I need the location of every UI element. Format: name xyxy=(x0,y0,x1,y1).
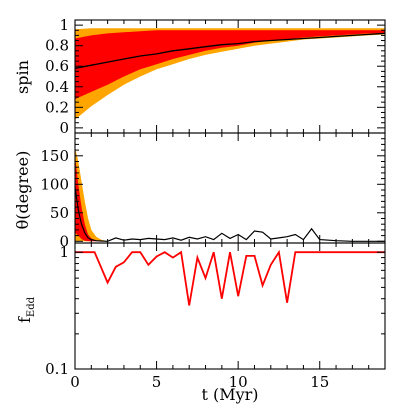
time-xtick-label: 10 xyxy=(229,373,248,391)
spin-panel: 0 0.2 0.4 0.6 0.8 1 spin xyxy=(13,16,386,137)
spin-ytick-label: 0.6 xyxy=(45,57,69,75)
spin-median-line xyxy=(74,32,386,69)
theta-ytick-label: 100 xyxy=(40,175,69,193)
time-xtick-label: 0 xyxy=(70,373,80,391)
fedd-y-axis-label-main: f xyxy=(15,316,34,323)
fedd-ticks: 0.110 5 10 15 xyxy=(45,243,386,391)
theta-ticks: 0 50 100 150 xyxy=(40,132,386,250)
theta-inner-band xyxy=(75,155,102,242)
spin-ytick-label: 0.4 xyxy=(45,78,69,96)
theta-median-lines xyxy=(74,187,385,242)
time-xtick-label: 5 xyxy=(152,373,162,391)
fedd-ytick-label: 1 xyxy=(59,243,69,261)
fedd-line xyxy=(75,249,385,306)
spin-ytick-label: 0 xyxy=(59,119,69,137)
fedd-panel: 0.110 5 10 15 fEdd t (Myr) xyxy=(15,242,386,404)
spin-ytick-label: 0.2 xyxy=(45,98,69,116)
theta-ytick-label: 150 xyxy=(40,147,69,165)
theta-axes-frame xyxy=(74,132,386,244)
theta-y-axis-label: θ(degree) xyxy=(13,151,32,230)
spin-ytick-label: 0.8 xyxy=(45,37,69,55)
time-x-axis-label: t (Myr) xyxy=(201,385,258,404)
theta-panel: 0 50 100 150 θ(degree) xyxy=(13,132,386,250)
spin-ticks: 0 0.2 0.4 0.6 0.8 1 xyxy=(45,16,386,137)
theta-ytick-label: 50 xyxy=(50,204,69,222)
theta-ytick-label: 0 xyxy=(59,232,69,250)
fedd-y-axis-label-subscript: Edd xyxy=(26,296,37,317)
fedd-y-axis-label: fEdd xyxy=(15,296,37,323)
theta-uncertainty-bands xyxy=(75,147,108,242)
spin-median-lines xyxy=(74,32,386,69)
fedd-ytick-label: 0.1 xyxy=(45,360,69,378)
fedd-axes-frame xyxy=(74,242,386,370)
spin-inner-band xyxy=(75,30,385,100)
spin-ytick-label: 1 xyxy=(59,16,69,34)
fedd-lines xyxy=(75,249,385,306)
spin-y-axis-label: spin xyxy=(13,60,32,94)
time-xtick-label: 15 xyxy=(310,373,329,391)
spin-uncertainty-bands xyxy=(75,28,385,120)
theta-median-line xyxy=(74,187,385,242)
